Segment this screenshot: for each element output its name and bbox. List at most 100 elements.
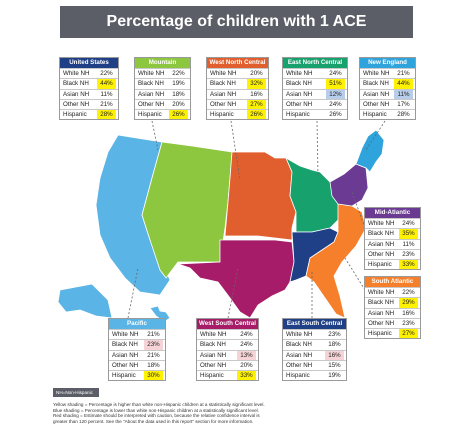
row-label: Black NH (200, 341, 226, 349)
row-value: 23% (328, 331, 341, 338)
region-row: Other NH 27% (207, 98, 268, 110)
row-label: Black NH (210, 80, 236, 88)
row-value: 22% (100, 70, 113, 77)
row-label: White NH (112, 331, 139, 339)
region-header: Pacific (109, 319, 165, 329)
region-row: Black NH 24% (197, 339, 258, 349)
row-value: 21% (147, 331, 160, 338)
row-value: 21% (100, 100, 113, 108)
row-value: 21% (397, 70, 410, 77)
region-row: White NH 22% (365, 287, 420, 297)
region-row: Asian NH 21% (109, 349, 165, 360)
row-label: White NH (286, 70, 313, 78)
region-row: Black NH 44% (60, 78, 118, 89)
row-label: Asian NH (138, 90, 165, 98)
region-header: East North Central (283, 58, 347, 68)
row-value: 16% (325, 350, 344, 360)
row-label: Black NH (63, 80, 89, 88)
row-label: Hispanic (363, 111, 387, 119)
region-new-england-shape (355, 129, 385, 173)
row-value: 26% (247, 110, 266, 120)
row-value: 16% (250, 90, 263, 98)
row-value: 26% (329, 111, 342, 119)
region-row: Hispanic 30% (109, 370, 165, 381)
footnote-red: Red shading = Estimate should be interpr… (53, 413, 260, 419)
region-row: Black NH 44% (360, 78, 415, 89)
region-row: Hispanic 28% (60, 109, 118, 120)
row-value: 18% (328, 341, 341, 349)
row-label: White NH (368, 220, 395, 228)
region-box-west-south-central: West South Central White NH 24% Black NH 24%… (196, 318, 259, 382)
region-box-mountain: Mountain White NH 22% Black NH 19% Asian NH 18… (134, 57, 191, 121)
row-label: Asian NH (368, 309, 395, 317)
row-value: 20% (172, 100, 185, 108)
row-label: White NH (286, 331, 313, 339)
row-value: 17% (397, 100, 410, 108)
row-value: 29% (399, 298, 418, 308)
footnote-about-data: greater than 120 percent. See the "About… (53, 418, 254, 424)
row-label: White NH (200, 331, 227, 339)
region-row: Black NH 23% (109, 339, 165, 350)
region-header: West South Central (197, 319, 258, 329)
row-label: White NH (210, 70, 237, 78)
footnote-yellow: Yellow shading = Percentage is higher th… (53, 402, 265, 407)
region-row: Other NH 23% (365, 248, 420, 259)
row-label: Other NH (63, 101, 90, 109)
row-label: Hispanic (286, 372, 310, 380)
row-label: Asian NH (200, 351, 227, 359)
region-header: New England (360, 58, 415, 68)
region-row: Hispanic 27% (365, 328, 420, 339)
row-value: 23% (402, 319, 415, 327)
region-row: Other NH 20% (135, 98, 190, 109)
row-value: 32% (247, 79, 266, 89)
region-row: Asian NH 16% (207, 88, 268, 99)
row-value: 24% (329, 100, 342, 108)
region-row: White NH 20% (207, 68, 268, 78)
row-label: Asian NH (368, 240, 395, 248)
row-label: Black NH (368, 230, 394, 238)
alaska-shape (57, 283, 113, 319)
row-label: White NH (138, 70, 165, 78)
leader-lines (127, 120, 386, 319)
region-box-united-states: United States White NH 22% Black NH 44% Asian… (59, 57, 119, 121)
row-label: Black NH (286, 341, 312, 349)
region-row: Hispanic 33% (197, 370, 258, 381)
row-value: 28% (97, 110, 116, 120)
row-value: 12% (326, 89, 345, 99)
row-label: Asian NH (112, 351, 139, 359)
row-label: White NH (368, 289, 395, 297)
row-label: Hispanic (210, 111, 234, 119)
region-row: Black NH 18% (283, 339, 346, 349)
region-row: Black NH 29% (365, 297, 420, 308)
row-label: Black NH (286, 80, 312, 88)
row-label: Other NH (368, 251, 395, 259)
region-row: Other NH 17% (360, 98, 415, 109)
region-row: White NH 24% (365, 218, 420, 228)
row-label: Asian NH (210, 90, 237, 98)
row-label: Other NH (112, 362, 139, 370)
row-value: 33% (399, 260, 418, 270)
region-box-new-england: New England White NH 21% Black NH 44% Asian N… (359, 57, 416, 121)
region-mid-atlantic-shape (329, 163, 369, 207)
row-label: Other NH (286, 101, 313, 109)
row-label: Other NH (363, 101, 390, 109)
row-value: 28% (397, 111, 410, 119)
region-box-east-south-central: East South Central White NH 23% Black NH 18%… (282, 318, 347, 382)
region-box-mid-atlantic: Mid-Atlantic White NH 24% Black NH 35% Asian … (364, 207, 421, 271)
row-value: 21% (147, 351, 160, 359)
row-label: Hispanic (138, 111, 162, 119)
row-value: 27% (247, 99, 266, 110)
row-value: 44% (97, 79, 116, 89)
row-value: 18% (147, 361, 160, 369)
row-value: 44% (394, 79, 413, 89)
region-row: White NH 21% (109, 329, 165, 339)
row-value: 23% (402, 250, 415, 258)
row-label: Hispanic (368, 261, 392, 269)
region-row: Asian NH 16% (283, 349, 346, 360)
row-label: Hispanic (286, 111, 310, 119)
row-label: Hispanic (63, 111, 87, 119)
region-row: Hispanic 28% (360, 109, 415, 119)
row-value: 24% (329, 70, 342, 77)
row-label: Asian NH (286, 351, 313, 359)
row-value: 13% (237, 350, 256, 360)
